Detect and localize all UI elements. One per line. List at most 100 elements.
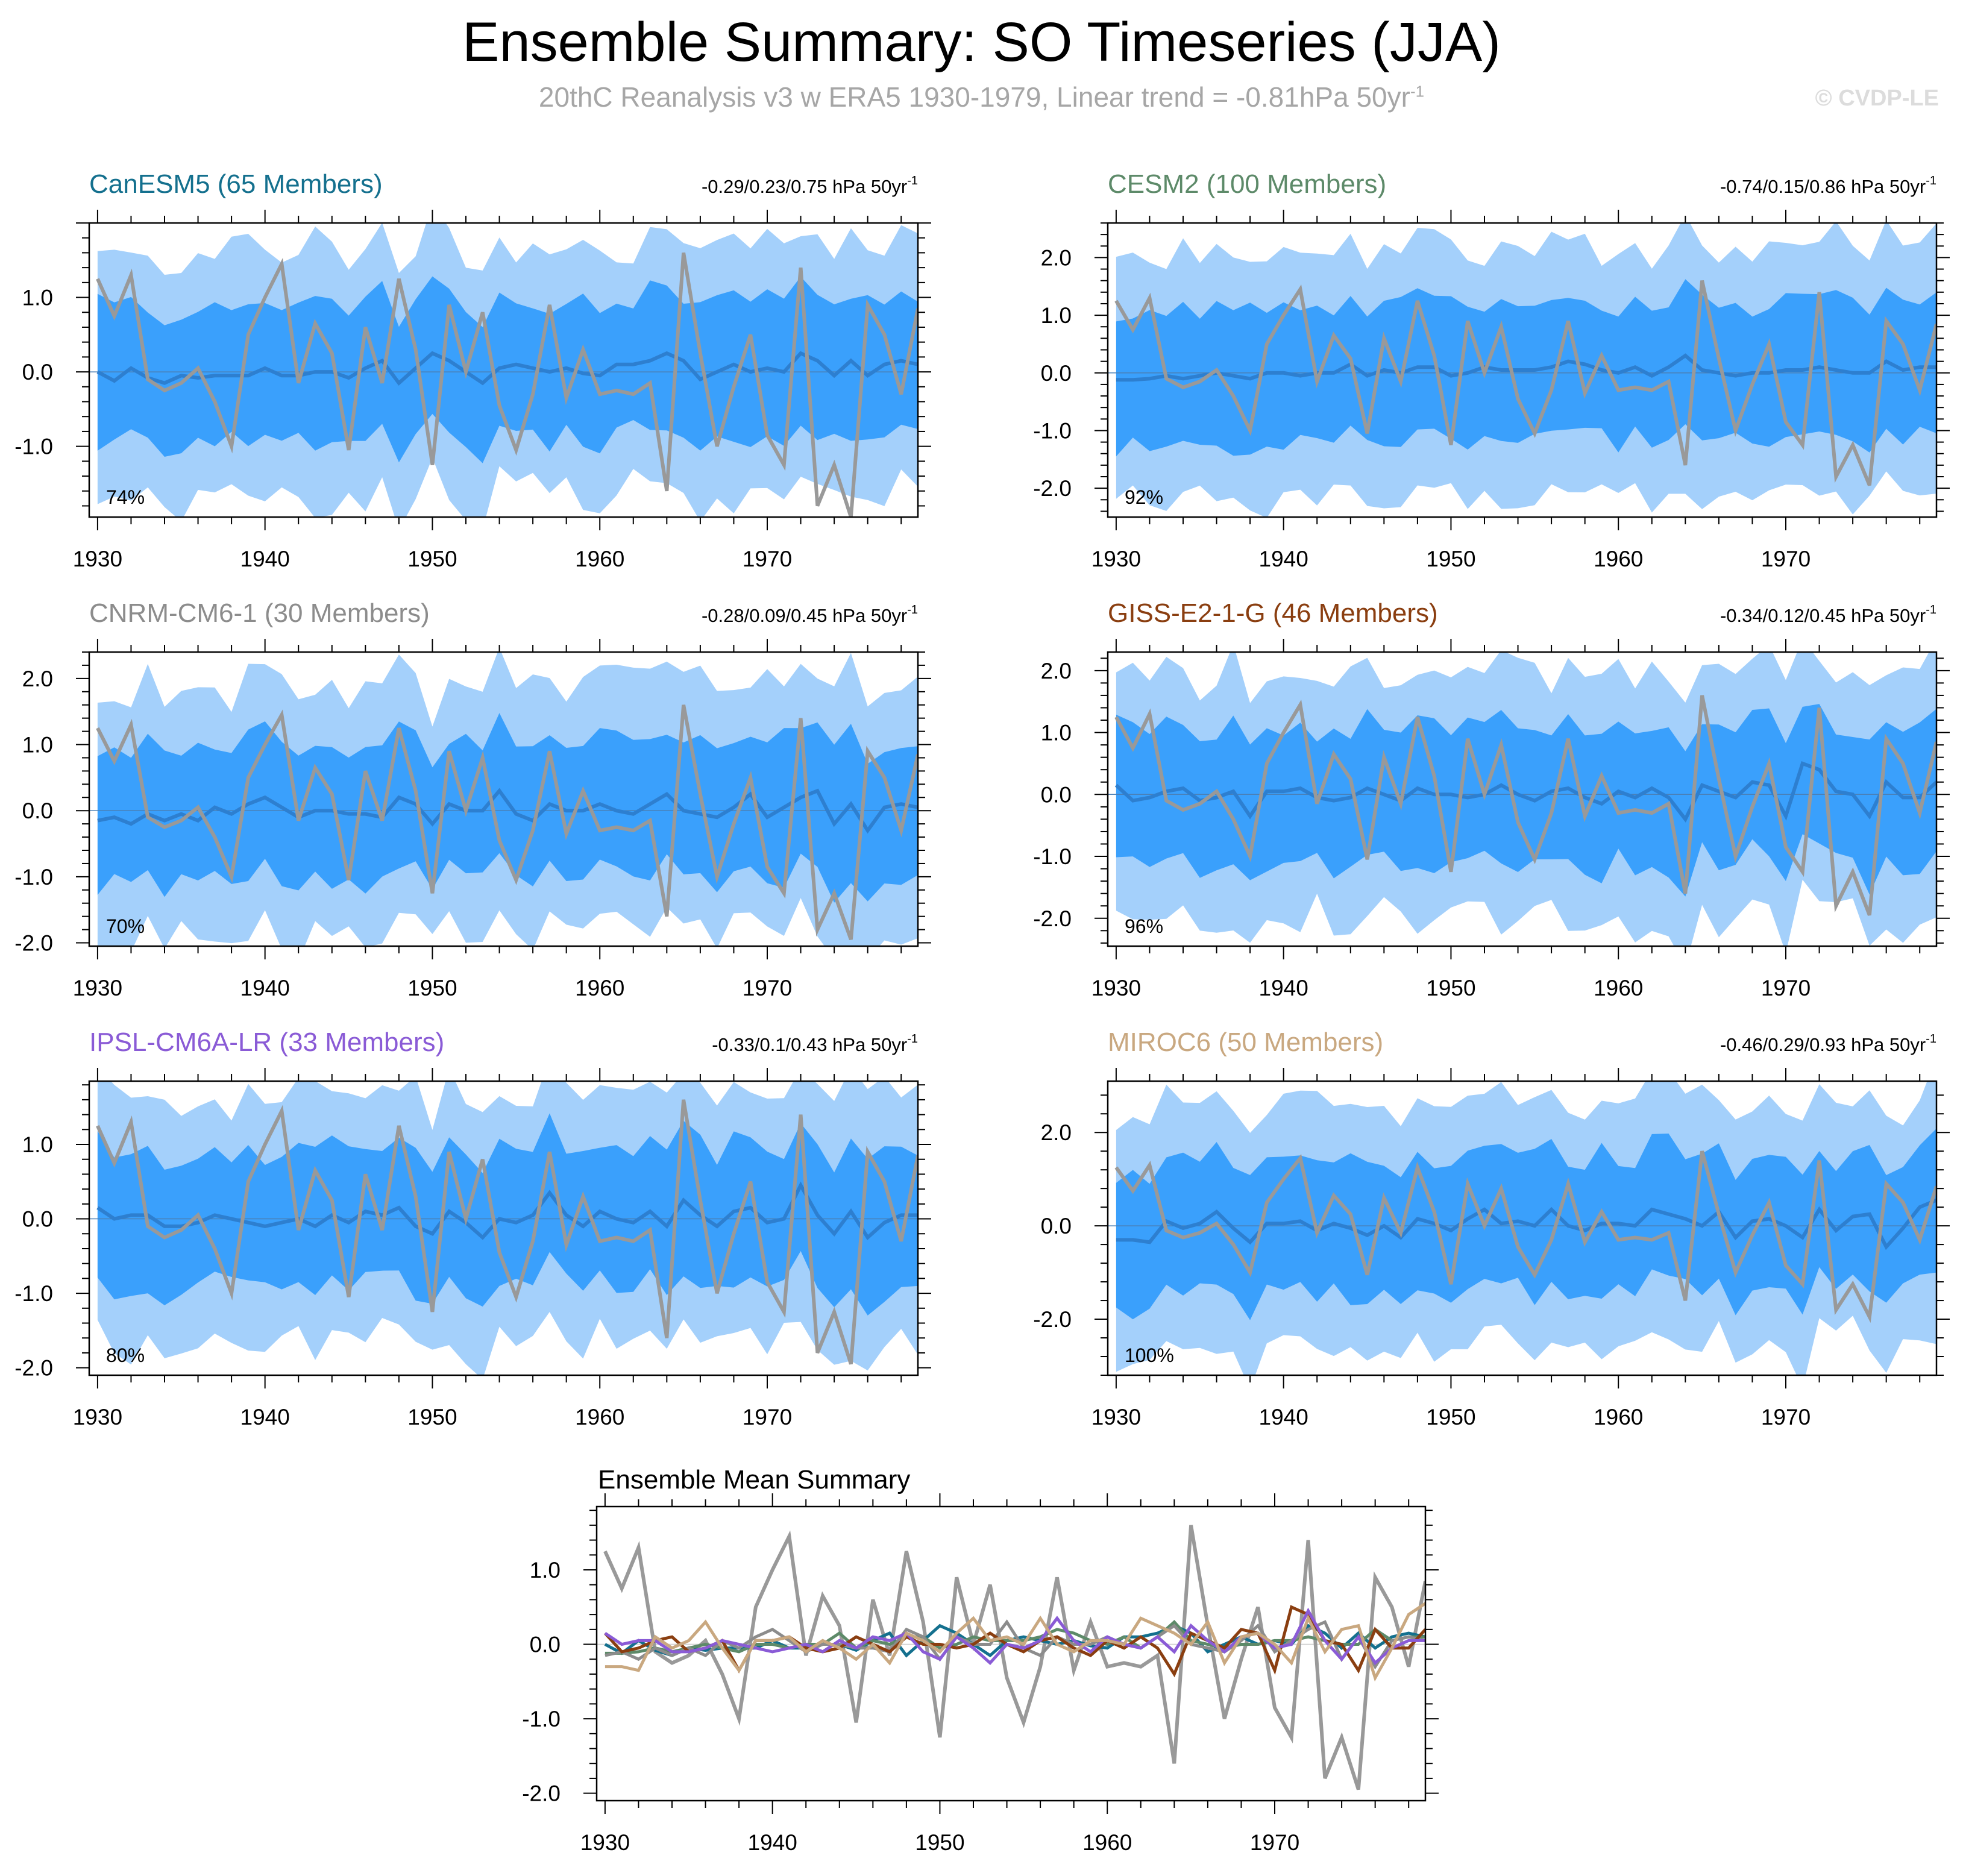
y-tick-label: 1.0 bbox=[1041, 721, 1072, 745]
ensemble-mean-line bbox=[1114, 761, 1936, 823]
x-tick-label: 1960 bbox=[575, 547, 624, 571]
subtitle-text: 20thC Reanalysis v3 w ERA5 1930-1979, Li… bbox=[538, 81, 1410, 113]
x-tick-label: 1960 bbox=[1594, 1405, 1643, 1429]
percent-label: 74% bbox=[106, 486, 145, 508]
x-tick-label: 1970 bbox=[1761, 976, 1811, 1000]
y-tick-label: 1.0 bbox=[22, 733, 53, 758]
y-tick-label: 1.0 bbox=[530, 1558, 561, 1583]
trend-label: -0.34/0.12/0.45 hPa 50yr-1 bbox=[1720, 603, 1936, 626]
observed-line bbox=[1114, 695, 1936, 916]
y-tick-label: -1.0 bbox=[1033, 844, 1072, 869]
y-tick-label: 1.0 bbox=[22, 1132, 53, 1157]
model-title: CESM2 (100 Members) bbox=[1108, 169, 1386, 199]
observed-line bbox=[96, 704, 918, 941]
y-tick-label: 1.0 bbox=[22, 286, 53, 310]
percent-label: 70% bbox=[106, 915, 145, 937]
y-tick-label: 1.0 bbox=[1041, 303, 1072, 328]
x-tick-label: 1940 bbox=[240, 547, 290, 571]
panel-6: MIROC6 (50 Members) -0.46/0.29/0.93 hPa 5… bbox=[1033, 1027, 1950, 1429]
x-tick-label: 1940 bbox=[1259, 976, 1308, 1000]
x-tick-label: 1950 bbox=[1426, 976, 1475, 1000]
model-title: CanESM5 (65 Members) bbox=[89, 169, 383, 199]
ensemble-mean-line bbox=[1116, 353, 1936, 382]
x-tick-label: 1960 bbox=[1594, 547, 1643, 571]
x-tick-label: 1960 bbox=[575, 1405, 624, 1429]
y-tick-label: -2.0 bbox=[1033, 476, 1072, 501]
ensemble-mean-line-ipsl-cm6a-lr bbox=[604, 1607, 1425, 1666]
plot-frame bbox=[1107, 222, 1938, 518]
trend-label: -0.33/0.1/0.43 hPa 50yr-1 bbox=[712, 1032, 918, 1055]
plot-area bbox=[1108, 652, 1936, 946]
plot-frame bbox=[1107, 651, 1938, 947]
observed-line bbox=[96, 252, 918, 517]
trend-label: -0.29/0.23/0.75 hPa 50yr-1 bbox=[702, 174, 918, 197]
figure-subtitle: 20thC Reanalysis v3 w ERA5 1930-1979, Li… bbox=[0, 81, 1963, 113]
ensemble-mean-line bbox=[1116, 1198, 1936, 1250]
y-tick-label: 0.0 bbox=[530, 1633, 561, 1657]
ensemble-mean-line bbox=[96, 1181, 918, 1241]
x-tick-label: 1940 bbox=[1259, 547, 1308, 571]
percent-label: 96% bbox=[1125, 915, 1163, 937]
percent-label: 92% bbox=[1125, 486, 1163, 508]
x-tick-label: 1950 bbox=[407, 547, 457, 571]
plot-frame bbox=[88, 651, 919, 947]
ensemble-mean-line bbox=[96, 351, 918, 386]
panel-7: Ensemble Mean Summary 1930 1940 1950 1960 197… bbox=[522, 1465, 1439, 1855]
y-tick-label: -2.0 bbox=[1033, 906, 1072, 931]
x-tick-label: 1950 bbox=[1426, 1405, 1475, 1429]
trend-label: -0.28/0.09/0.45 hPa 50yr-1 bbox=[702, 603, 918, 626]
y-tick-label: -2.0 bbox=[522, 1781, 561, 1806]
plot-area bbox=[89, 652, 918, 946]
x-tick-label: 1950 bbox=[407, 1405, 457, 1429]
x-tick-label: 1950 bbox=[407, 976, 457, 1000]
trend-label: -0.74/0.15/0.86 hPa 50yr-1 bbox=[1720, 174, 1936, 197]
x-tick-label: 1930 bbox=[73, 976, 122, 1000]
plot-area bbox=[89, 1081, 918, 1375]
x-tick-label: 1950 bbox=[1426, 547, 1475, 571]
y-tick-label: -1.0 bbox=[14, 434, 53, 459]
x-tick-label: 1970 bbox=[1761, 547, 1811, 571]
subtitle-superscript: -1 bbox=[1410, 82, 1425, 101]
y-tick-label: 2.0 bbox=[1041, 659, 1072, 683]
figure-title: Ensemble Summary: SO Timeseries (JJA) bbox=[462, 11, 1501, 73]
y-tick-label: 0.0 bbox=[1041, 361, 1072, 386]
x-tick-label: 1950 bbox=[915, 1830, 964, 1855]
model-title: GISS-E2-1-G (46 Members) bbox=[1108, 598, 1438, 628]
y-tick-label: 2.0 bbox=[1041, 1120, 1072, 1145]
plot-frame bbox=[88, 1080, 919, 1376]
observed-line bbox=[96, 1099, 918, 1365]
panel-1: CanESM5 (65 Members) -0.29/0.23/0.75 hPa … bbox=[14, 169, 931, 571]
y-tick-label: 0.0 bbox=[22, 360, 53, 384]
credit-watermark: © CVDP-LE bbox=[1815, 86, 1939, 111]
y-tick-label: -1.0 bbox=[1033, 418, 1072, 443]
y-tick-label: 0.0 bbox=[1041, 782, 1072, 807]
y-tick-label: -1.0 bbox=[14, 1281, 53, 1306]
observed-line bbox=[1114, 1150, 1936, 1323]
plot-frame bbox=[88, 222, 919, 518]
panel-2: CESM2 (100 Members) -0.74/0.15/0.86 hPa 5… bbox=[1033, 169, 1950, 571]
ensemble-mean-line-miroc6 bbox=[605, 1602, 1425, 1682]
x-tick-label: 1970 bbox=[743, 976, 792, 1000]
x-tick-label: 1940 bbox=[240, 976, 290, 1000]
x-tick-label: 1930 bbox=[73, 547, 122, 571]
ensemble-mean-line bbox=[97, 788, 918, 834]
plot-area bbox=[89, 223, 918, 517]
model-title: CNRM-CM6-1 (30 Members) bbox=[89, 598, 430, 628]
x-tick-label: 1930 bbox=[1091, 976, 1141, 1000]
x-tick-label: 1960 bbox=[1082, 1830, 1132, 1855]
y-tick-label: 2.0 bbox=[1041, 245, 1072, 270]
y-tick-label: -2.0 bbox=[1033, 1307, 1072, 1332]
observed-line bbox=[603, 1525, 1425, 1790]
y-tick-label: -2.0 bbox=[14, 1356, 53, 1381]
trend-label: -0.46/0.29/0.93 hPa 50yr-1 bbox=[1720, 1032, 1936, 1055]
x-tick-label: 1930 bbox=[73, 1405, 122, 1429]
panel-5: IPSL-CM6A-LR (33 Members) -0.33/0.1/0.43 … bbox=[14, 1027, 931, 1429]
y-tick-label: -1.0 bbox=[14, 865, 53, 889]
percent-label: 100% bbox=[1125, 1344, 1174, 1366]
x-tick-label: 1970 bbox=[743, 1405, 792, 1429]
observed-line bbox=[1114, 280, 1936, 486]
inner-spread-band bbox=[1116, 704, 1936, 897]
summary-title: Ensemble Mean Summary bbox=[598, 1465, 910, 1495]
plot-frame bbox=[595, 1505, 1427, 1802]
